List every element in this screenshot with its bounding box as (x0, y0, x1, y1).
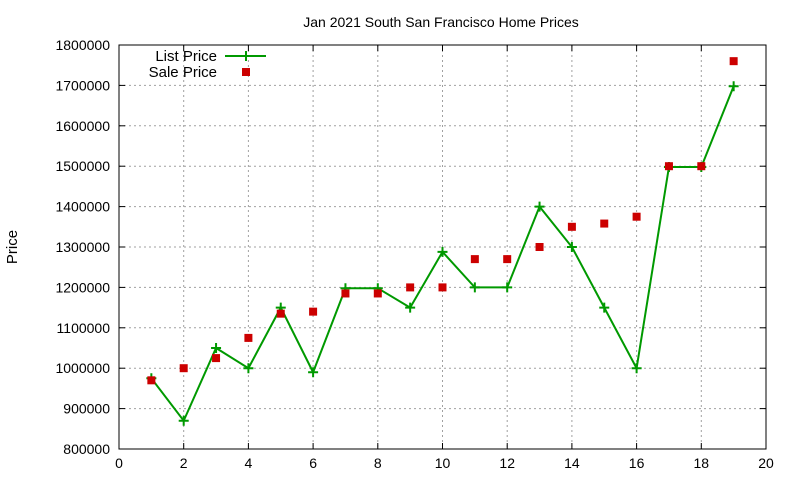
list-price-point (243, 363, 254, 374)
y-tick-label: 1300000 (55, 239, 110, 255)
legend-marker-sale-price (242, 68, 250, 76)
sale-price-point (244, 333, 253, 342)
x-tick-label: 20 (758, 455, 774, 471)
sale-price-point (503, 255, 512, 264)
list-price-point (566, 242, 577, 252)
sale-price-point (147, 376, 156, 385)
sale-price-point (567, 222, 576, 231)
sale-price-point (276, 309, 285, 318)
sale-price-point (632, 212, 641, 221)
x-tick-label: 18 (694, 455, 710, 471)
x-tick-label: 2 (180, 455, 188, 471)
x-tick-label: 8 (374, 455, 382, 471)
list-price-point (308, 367, 319, 378)
y-tick-label: 900000 (63, 401, 110, 417)
x-tick-label: 6 (309, 455, 317, 471)
y-tick-label: 1800000 (55, 37, 110, 53)
y-tick-label: 1500000 (55, 158, 110, 174)
y-tick-label: 1400000 (55, 199, 110, 215)
sale-price-point (179, 364, 188, 373)
series-layer (146, 57, 739, 426)
x-tick-label: 16 (629, 455, 645, 471)
legend-marker-list-price (241, 51, 251, 61)
y-tick-label: 1100000 (57, 320, 111, 336)
x-tick-label: 4 (245, 455, 253, 471)
y-axis-title: Price (4, 230, 21, 264)
y-tick-label: 1200000 (55, 279, 110, 295)
list-price-point (178, 415, 189, 426)
sale-price-point (664, 162, 673, 171)
chart-title: Jan 2021 South San Francisco Home Prices (303, 14, 578, 30)
y-tick-label: 1600000 (55, 118, 110, 134)
series-list-price (146, 81, 739, 426)
x-tick-label: 14 (564, 455, 580, 471)
list-price-point (469, 282, 480, 293)
x-tick-label: 10 (435, 455, 451, 471)
x-tick-label: 12 (499, 455, 515, 471)
sale-price-point (341, 289, 350, 298)
sale-price-point (373, 289, 382, 298)
sale-price-point (309, 307, 318, 316)
x-tick-label: 0 (115, 455, 123, 471)
sale-price-point (438, 283, 447, 292)
list-price-point (534, 201, 545, 212)
list-price-point (211, 343, 222, 353)
sale-price-point (535, 243, 544, 251)
sale-price-point (212, 354, 221, 363)
sale-price-point (600, 219, 609, 228)
legend-label-sale-price: Sale Price (149, 64, 217, 81)
y-tick-label: 800000 (63, 441, 110, 457)
list-price-point (599, 302, 610, 313)
list-price-point (405, 302, 416, 313)
list-price-point (631, 363, 642, 374)
sale-price-point (697, 162, 706, 171)
y-tick-label: 1700000 (55, 77, 110, 93)
sale-price-point (729, 57, 738, 66)
sale-price-point (470, 255, 479, 264)
list-price-point (728, 81, 739, 92)
series-sale-price (147, 57, 738, 385)
axis-layer: 0 2 4 6 8 10 12 14 16 18 20 800000 900000 1000000 1100… (55, 37, 774, 471)
sale-price-point (406, 283, 415, 292)
y-tick-label: 1000000 (55, 360, 110, 376)
list-price-point (437, 246, 448, 257)
list-price-point (502, 282, 513, 293)
legend-label-list-price: List Price (155, 48, 217, 65)
